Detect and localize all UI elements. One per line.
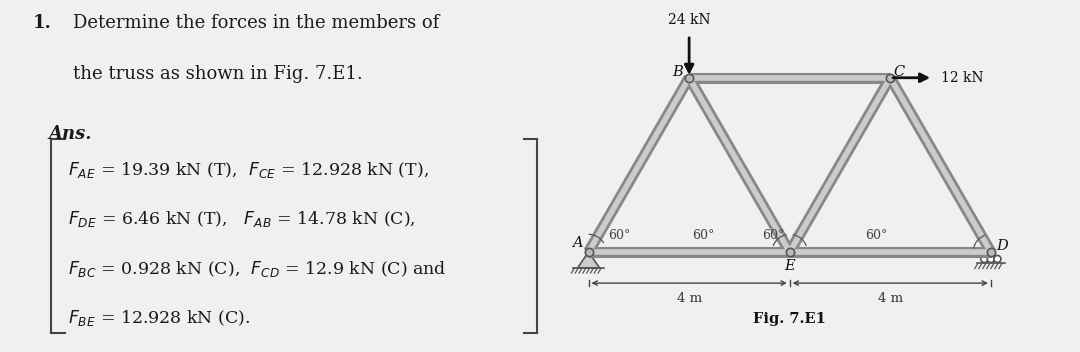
Text: 4 m: 4 m [676, 292, 702, 305]
Polygon shape [578, 252, 599, 268]
Text: C: C [893, 65, 905, 79]
Text: Ans.: Ans. [49, 125, 92, 143]
Text: $F_{DE}$ = 6.46 kN (T),   $F_{AB}$ = 14.78 kN (C),: $F_{DE}$ = 6.46 kN (T), $F_{AB}$ = 14.78… [67, 209, 415, 230]
Text: 60°: 60° [865, 230, 888, 242]
Text: 12 kN: 12 kN [941, 71, 983, 85]
Text: 60°: 60° [762, 230, 785, 242]
Text: 24 kN: 24 kN [667, 13, 711, 27]
Text: 60°: 60° [608, 230, 631, 242]
Text: Determine the forces in the members of: Determine the forces in the members of [73, 14, 440, 32]
Text: B: B [673, 65, 684, 79]
Text: E: E [784, 259, 795, 273]
Circle shape [987, 256, 995, 263]
Text: 4 m: 4 m [878, 292, 903, 305]
Circle shape [981, 256, 988, 263]
Text: 60°: 60° [692, 230, 714, 242]
Text: 1.: 1. [32, 14, 51, 32]
Text: Fig. 7.E1: Fig. 7.E1 [753, 312, 826, 326]
Circle shape [994, 256, 1001, 263]
Text: $F_{BC}$ = 0.928 kN (C),  $F_{CD}$ = 12.9 kN (C) and: $F_{BC}$ = 0.928 kN (C), $F_{CD}$ = 12.9… [67, 259, 446, 279]
Text: the truss as shown in Fig. 7.E1.: the truss as shown in Fig. 7.E1. [73, 65, 363, 83]
Text: $F_{AE}$ = 19.39 kN (T),  $F_{CE}$ = 12.928 kN (T),: $F_{AE}$ = 19.39 kN (T), $F_{CE}$ = 12.9… [67, 160, 429, 180]
Text: A: A [572, 236, 583, 250]
Text: D: D [996, 239, 1008, 253]
Text: $F_{BE}$ = 12.928 kN (C).: $F_{BE}$ = 12.928 kN (C). [67, 308, 249, 328]
